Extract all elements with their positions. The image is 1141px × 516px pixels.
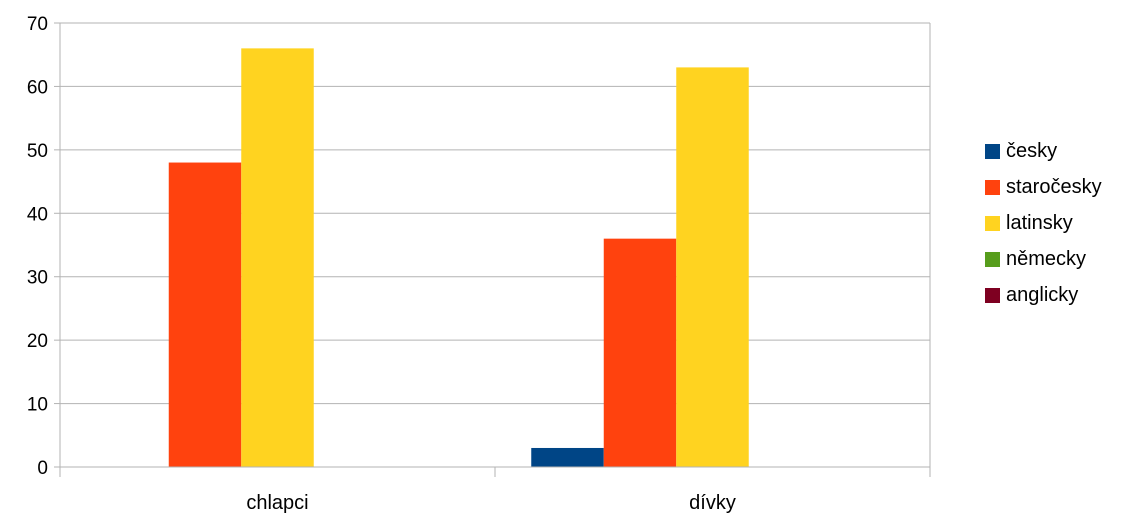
bars [168,48,749,468]
legend-item: staročesky [985,169,1102,205]
legend-label: německy [1006,247,1087,270]
legend-item: latinsky [985,205,1102,241]
x-tick-label: dívky [689,492,736,514]
bar-0-1 [531,447,604,467]
y-axis-ticks: 0 10 20 30 40 50 60 70 [27,14,60,479]
legend-item: česky [985,133,1102,169]
y-tick-label: 0 [37,458,48,479]
legend-swatch [985,143,1000,159]
y-tick-label: 40 [27,204,48,225]
legend-label: latinsky [1006,211,1073,234]
y-tick-label: 30 [27,268,48,289]
y-tick-label: 70 [27,14,48,35]
legend-label: anglicky [1006,283,1079,306]
bar-1-0 [168,162,242,468]
legend-item: německy [985,241,1102,277]
y-tick-label: 20 [27,331,48,352]
x-axis-ticks: chlapci dívky [246,467,736,514]
legend-label: česky [1006,139,1058,162]
legend-swatch [985,251,1000,267]
legend: česky staročesky latinsky německy anglicky [985,133,1102,313]
x-tick-label: chlapci [246,492,308,514]
bar-2-1 [676,67,749,468]
bar-2-0 [241,48,314,467]
y-tick-label: 60 [27,77,48,98]
y-tick-label: 10 [27,395,48,416]
legend-swatch [985,179,1000,195]
bar-1-1 [603,238,677,467]
legend-label: staročesky [1006,175,1102,198]
legend-swatch [985,287,1000,303]
legend-item: anglicky [985,277,1102,313]
y-tick-label: 50 [27,141,48,162]
legend-swatch [985,215,1000,231]
